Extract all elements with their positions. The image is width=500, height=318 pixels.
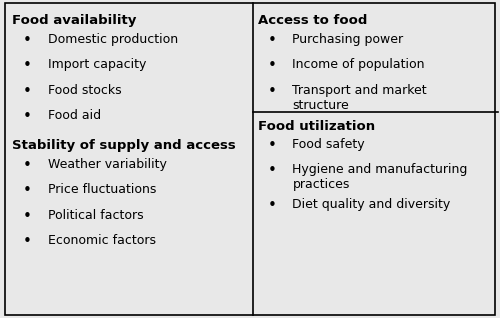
Text: •: •: [22, 158, 32, 173]
Text: Transport and market
structure: Transport and market structure: [292, 84, 427, 112]
Text: •: •: [268, 58, 276, 73]
Text: •: •: [22, 109, 32, 124]
Text: Weather variability: Weather variability: [48, 158, 166, 171]
Text: Food stocks: Food stocks: [48, 84, 121, 97]
Text: •: •: [268, 138, 276, 153]
Text: Food availability: Food availability: [12, 14, 137, 27]
Text: Import capacity: Import capacity: [48, 58, 146, 71]
Text: •: •: [22, 209, 32, 224]
Text: •: •: [268, 163, 276, 178]
Text: •: •: [22, 58, 32, 73]
Text: •: •: [22, 234, 32, 249]
Text: Purchasing power: Purchasing power: [292, 33, 404, 46]
Text: Political factors: Political factors: [48, 209, 143, 222]
Text: •: •: [268, 33, 276, 48]
Text: Food safety: Food safety: [292, 138, 365, 151]
Text: Diet quality and diversity: Diet quality and diversity: [292, 198, 451, 211]
Text: Access to food: Access to food: [258, 14, 367, 27]
Text: •: •: [22, 183, 32, 198]
Text: •: •: [268, 198, 276, 213]
Text: Hygiene and manufacturing
practices: Hygiene and manufacturing practices: [292, 163, 468, 191]
Text: Food aid: Food aid: [48, 109, 100, 122]
Text: Income of population: Income of population: [292, 58, 425, 71]
Text: Domestic production: Domestic production: [48, 33, 178, 46]
Text: Food utilization: Food utilization: [258, 120, 374, 133]
Text: •: •: [22, 33, 32, 48]
Text: Economic factors: Economic factors: [48, 234, 156, 247]
Text: •: •: [22, 84, 32, 99]
Text: •: •: [268, 84, 276, 99]
Text: Price fluctuations: Price fluctuations: [48, 183, 156, 196]
Text: Stability of supply and access: Stability of supply and access: [12, 139, 236, 152]
